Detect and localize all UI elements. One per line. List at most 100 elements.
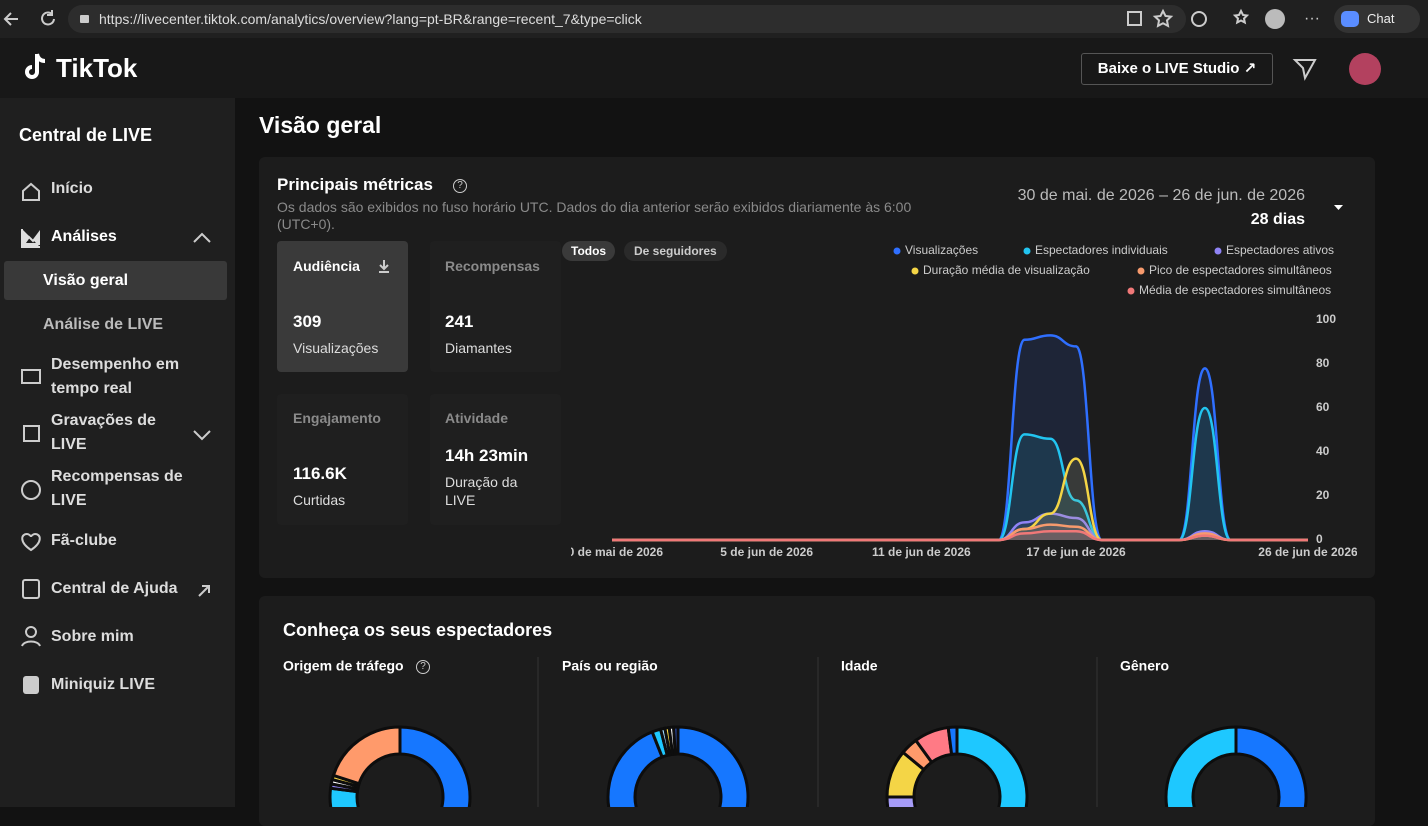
donut-title: Gênero — [1120, 658, 1169, 674]
profile-icon[interactable] — [1265, 9, 1285, 29]
analytics-icon — [21, 229, 40, 248]
collapse-icon — [193, 232, 211, 243]
donut-title: Origem de tráfego — [283, 658, 404, 674]
nav-item[interactable]: Fã-clube — [51, 532, 117, 549]
y-tick-label: 100 — [1316, 312, 1336, 326]
favorite-icon[interactable] — [1152, 8, 1174, 28]
metric-caption: Visualizações — [293, 340, 379, 356]
donut-title: Idade — [841, 658, 878, 674]
download-icon[interactable] — [377, 259, 391, 273]
metric-value: 116.6K — [293, 464, 347, 483]
donut-segment — [398, 725, 472, 807]
legend-swatch — [1214, 247, 1222, 255]
x-tick-label: 30 de mai de 2026 — [561, 545, 663, 559]
address-bar[interactable] — [68, 5, 1186, 33]
nav-item[interactable]: Visão geral — [43, 272, 129, 289]
metrics-title: Principais métricas — [277, 175, 433, 194]
metric-label: Atividade — [445, 410, 509, 426]
y-tick-label: 0 — [1316, 532, 1323, 546]
metric-card[interactable] — [430, 241, 561, 372]
dropdown-icon[interactable] — [1333, 204, 1345, 212]
body: ··· https://livecenter.tiktok.com/analyt… — [0, 0, 1428, 807]
sidebar — [0, 98, 235, 807]
donut-segment — [946, 725, 959, 757]
legend-label: Duração média de visualização — [923, 263, 1090, 277]
nav-item[interactable]: Gravações de LIVE — [51, 412, 156, 453]
nav-item[interactable]: Análises — [51, 228, 117, 245]
metric-label: Engajamento — [293, 410, 381, 426]
legend-swatch — [1127, 287, 1135, 295]
more-icon[interactable]: ··· — [1304, 10, 1320, 27]
nav-item[interactable]: Análise de LIVE — [43, 316, 164, 333]
y-tick-label: 60 — [1316, 400, 1330, 414]
lock-icon — [80, 15, 89, 23]
donut-segment — [328, 786, 360, 807]
legend-label: Pico de espectadores simultâneos — [1149, 263, 1332, 277]
tab-active[interactable]: Todos — [562, 241, 616, 261]
url[interactable]: https://livecenter.tiktok.com/analytics/… — [99, 11, 642, 27]
legend-label: Espectadores individuais — [1035, 243, 1168, 257]
metric-label: Recompensas — [445, 258, 540, 274]
donut-segment — [331, 725, 402, 786]
refresh-button[interactable] — [41, 10, 55, 26]
home-icon — [22, 182, 40, 201]
favorites-bar-icon[interactable] — [1232, 8, 1250, 25]
metric-value: 309 — [293, 312, 322, 331]
nav-item[interactable]: Sobre mim — [51, 628, 134, 645]
sidebar-title: Central de LIVE — [19, 125, 153, 145]
download-button-label: Baixe o LIVE Studio — [1097, 60, 1240, 77]
logo-icon — [25, 53, 46, 79]
donut-segment — [606, 725, 750, 807]
download-button[interactable]: Baixe o LIVE Studio ↗ — [1081, 53, 1273, 85]
sidebar-icons — [21, 182, 211, 694]
metric-caption: Diamantes — [445, 340, 512, 356]
metric-card[interactable] — [277, 394, 408, 525]
extensions-icon[interactable] — [1191, 11, 1207, 27]
fanclub-icon — [21, 532, 41, 552]
about-icon-body — [21, 640, 41, 647]
page: TikTok LIVE Center { "browser": {"url": … — [0, 0, 1428, 807]
active-item-bg — [4, 261, 227, 300]
donut-segment — [955, 725, 1029, 807]
send-icon[interactable] — [1292, 56, 1318, 82]
help-icon[interactable]: ? — [416, 660, 430, 674]
nav-item[interactable]: Miniquiz LIVE — [51, 676, 155, 693]
legend-swatch — [1137, 267, 1145, 275]
recordings-icon — [23, 425, 40, 442]
nav-item[interactable]: Desempenho em tempo real — [51, 356, 180, 397]
date-range[interactable]: 30 de mai. de 2026 – 26 de jun. de 2026 — [1017, 187, 1305, 204]
copilot-label[interactable]: Chat — [1367, 11, 1395, 26]
days[interactable]: 28 dias — [1250, 211, 1305, 228]
legend-label: Média de espectadores simultâneos — [1139, 283, 1331, 297]
nav-item[interactable]: Recompensas de LIVE — [51, 468, 183, 509]
x-tick-label: 17 de jun de 2026 — [1026, 545, 1126, 559]
metric-value: 241 — [445, 312, 474, 331]
back-button[interactable] — [3, 12, 18, 26]
quiz-icon — [23, 676, 39, 694]
x-tick-label: 5 de jun de 2026 — [720, 545, 813, 559]
page-title: Visão geral — [259, 112, 382, 138]
series-line — [612, 529, 1308, 542]
metric-card[interactable] — [430, 394, 561, 525]
legend-swatch — [1023, 247, 1031, 255]
nav-item[interactable]: Central de Ajuda — [51, 580, 178, 597]
header — [0, 38, 1428, 98]
audience-title: Conheça os seus espectadores — [283, 620, 553, 640]
logo-text[interactable]: TikTok — [56, 53, 138, 83]
nav-item[interactable]: Início — [51, 180, 93, 197]
metrics-note: Os dados são exibidos no fuso horário UT… — [277, 199, 912, 232]
donut-title: País ou região — [562, 658, 658, 674]
browser-icons: ··· — [3, 5, 1420, 33]
y-tick-label: 80 — [1316, 356, 1330, 370]
metric-card-active[interactable] — [277, 241, 408, 372]
legend-swatch — [893, 247, 901, 255]
metric-caption: Duração da LIVE — [445, 474, 518, 508]
realtime-icon — [21, 369, 41, 384]
help-icon[interactable]: ? — [453, 179, 467, 193]
legend-label: Visualizações — [905, 243, 978, 257]
avatar[interactable] — [1349, 53, 1381, 85]
split-icon[interactable] — [1127, 11, 1142, 26]
donut-segment — [1234, 725, 1308, 807]
charts: 30 de mai de 2026 5 de jun de 2026 11 de j… — [283, 243, 1357, 807]
tab[interactable]: De seguidores — [624, 241, 727, 261]
